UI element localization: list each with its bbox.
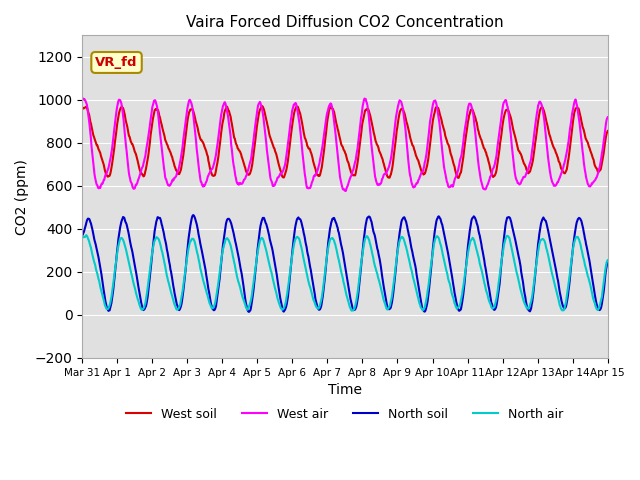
West air — [532, 114, 540, 120]
Legend: West soil, West air, North soil, North air: West soil, West air, North soil, North a… — [122, 403, 568, 426]
West air — [215, 129, 223, 135]
North air — [216, 271, 223, 276]
North air — [83, 232, 90, 238]
North soil — [454, 304, 461, 310]
North soil — [78, 233, 86, 239]
West soil — [604, 128, 612, 134]
Title: Vaira Forced Diffusion CO2 Concentration: Vaira Forced Diffusion CO2 Concentration — [186, 15, 504, 30]
West soil — [533, 127, 541, 132]
West soil — [78, 107, 86, 112]
North soil — [189, 212, 197, 218]
North air — [136, 303, 144, 309]
North air — [476, 257, 483, 263]
North air — [78, 234, 86, 240]
West soil — [259, 103, 266, 109]
Line: West air: West air — [82, 98, 608, 191]
North soil — [216, 276, 223, 282]
West soil — [215, 148, 223, 154]
North soil — [304, 252, 312, 257]
North air — [533, 256, 541, 262]
West air — [453, 172, 461, 178]
North soil — [604, 259, 612, 264]
West air — [475, 161, 483, 167]
West air — [341, 188, 349, 194]
Line: North air: North air — [82, 235, 608, 311]
West soil — [303, 143, 311, 149]
North soil — [476, 230, 483, 236]
North soil — [136, 290, 143, 296]
Line: North soil: North soil — [82, 215, 608, 312]
West air — [78, 95, 86, 101]
West soil — [453, 173, 461, 179]
West soil — [455, 175, 463, 181]
West air — [303, 183, 310, 189]
North air — [454, 305, 461, 311]
West soil — [476, 131, 483, 137]
West soil — [136, 166, 143, 172]
Text: VR_fd: VR_fd — [95, 56, 138, 69]
North air — [303, 274, 311, 279]
X-axis label: Time: Time — [328, 383, 362, 397]
West air — [604, 114, 612, 120]
North soil — [245, 309, 253, 315]
North air — [348, 308, 355, 313]
North soil — [533, 252, 541, 258]
Line: West soil: West soil — [82, 106, 608, 178]
Y-axis label: CO2 (ppm): CO2 (ppm) — [15, 158, 29, 235]
North air — [604, 257, 612, 263]
West air — [136, 173, 143, 179]
